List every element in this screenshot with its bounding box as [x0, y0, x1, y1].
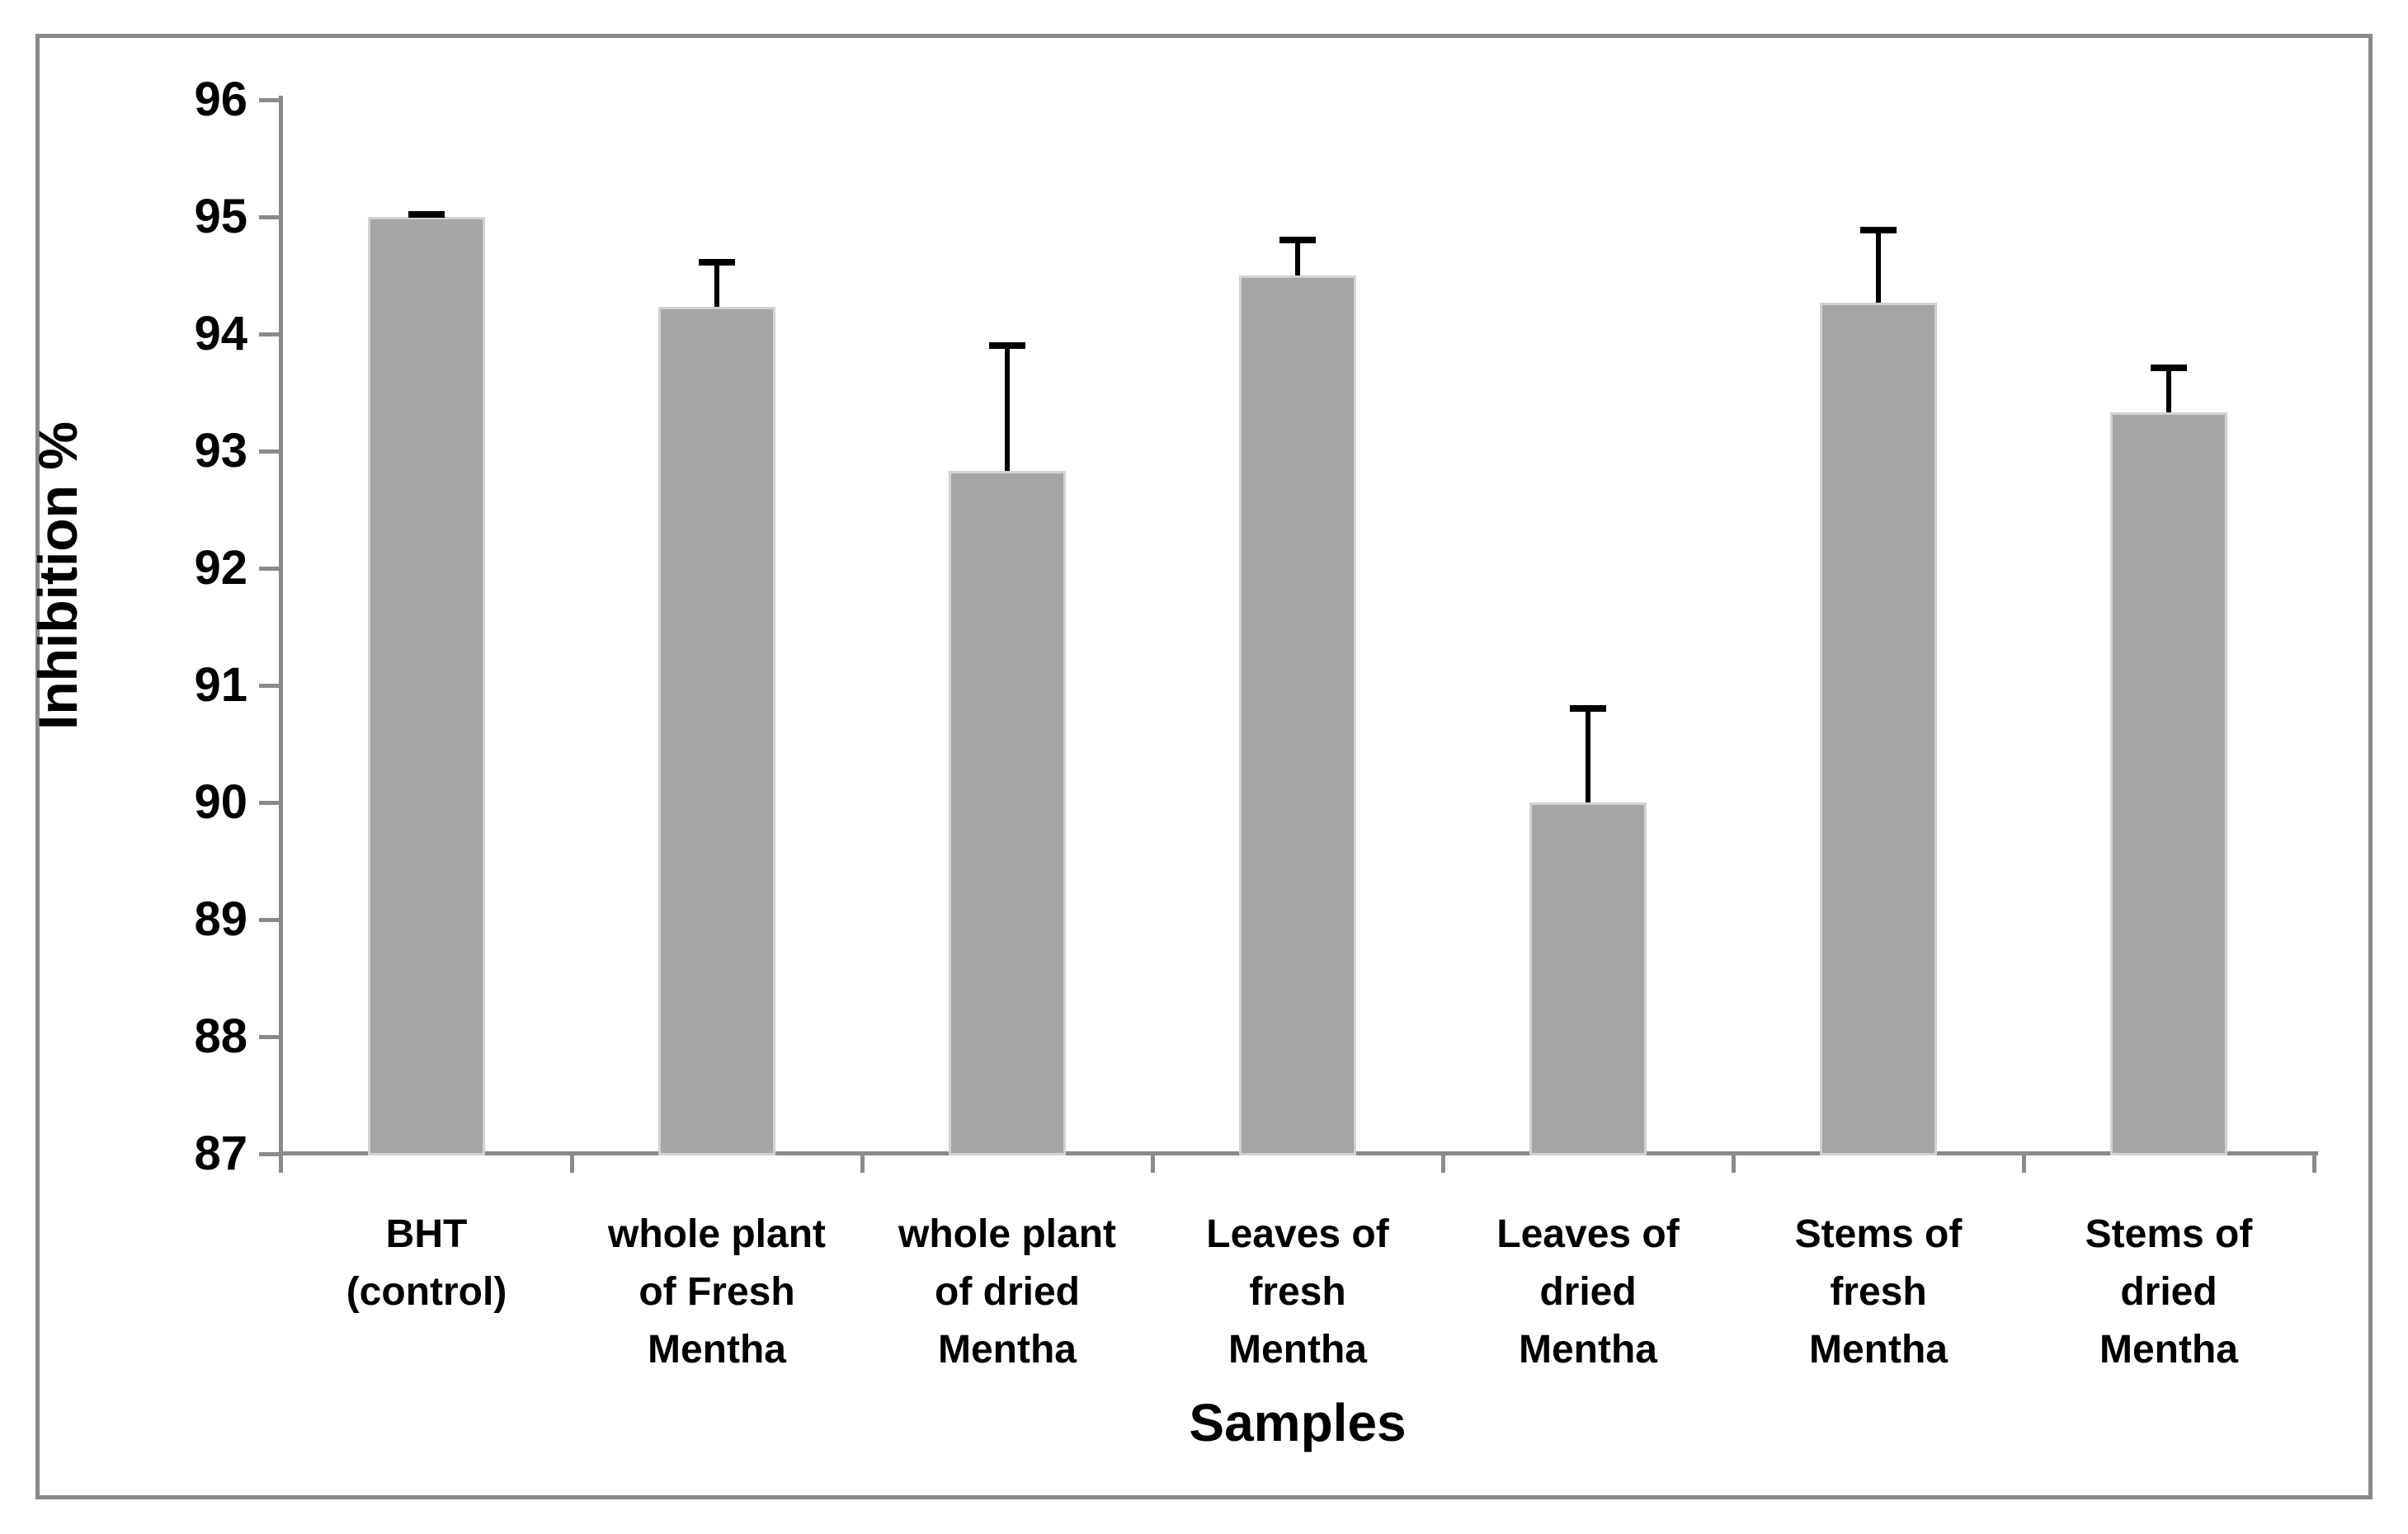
- x-axis-tick: [570, 1154, 574, 1173]
- error-bar-cap: [989, 342, 1025, 350]
- y-tick-label: 96: [194, 73, 247, 126]
- x-tick-label: Leaves of dried Mentha: [1496, 1212, 1680, 1372]
- error-bar-cap: [408, 211, 445, 219]
- error-bar-line: [2166, 368, 2171, 413]
- x-tick-label: BHT (control): [346, 1212, 507, 1314]
- x-tick-label: Stems of fresh Mentha: [1794, 1212, 1963, 1372]
- y-tick-label: 90: [194, 775, 247, 829]
- x-axis-tick: [1151, 1154, 1155, 1173]
- error-bar-cap: [699, 259, 735, 266]
- y-axis-tick: [259, 801, 281, 805]
- y-tick-label: 87: [194, 1127, 247, 1180]
- y-axis-tick: [259, 98, 281, 102]
- y-axis-line: [279, 96, 283, 1172]
- y-axis-tick: [259, 1152, 281, 1156]
- bar: [1529, 802, 1647, 1155]
- y-axis-tick: [259, 449, 281, 454]
- y-tick-label: 88: [194, 1009, 247, 1063]
- error-bar-cap: [1279, 237, 1316, 244]
- x-tick-label: whole plant of Fresh Mentha: [608, 1212, 826, 1372]
- error-bar-line: [714, 262, 719, 308]
- x-axis-tick: [860, 1154, 865, 1173]
- y-axis-tick: [259, 918, 281, 922]
- bar: [1239, 275, 1356, 1155]
- y-axis-tick: [259, 1035, 281, 1039]
- error-bar-line: [1005, 346, 1010, 472]
- figure-border: [35, 34, 2373, 1499]
- x-tick-label: Stems of dried Mentha: [2085, 1212, 2253, 1372]
- y-axis-tick: [259, 567, 281, 571]
- error-bar-line: [1586, 708, 1590, 802]
- bar: [368, 217, 485, 1155]
- x-axis-tick: [279, 1154, 283, 1173]
- y-tick-label: 92: [194, 541, 247, 595]
- y-tick-label: 91: [194, 658, 247, 712]
- error-bar-line: [1295, 240, 1300, 275]
- error-bar-cap: [2151, 365, 2187, 372]
- x-tick-label: Leaves of fresh Mentha: [1206, 1212, 1389, 1372]
- bar: [658, 307, 775, 1155]
- error-bar-cap: [1570, 705, 1606, 713]
- y-tick-label: 94: [194, 307, 247, 360]
- x-axis-tick: [2022, 1154, 2026, 1173]
- y-axis-tick: [259, 684, 281, 688]
- y-axis-title: Inhibition %: [27, 421, 88, 730]
- error-bar-line: [1876, 229, 1881, 303]
- bar: [1820, 302, 1937, 1155]
- y-tick-label: 95: [194, 190, 247, 243]
- x-axis-tick: [1732, 1154, 1736, 1173]
- x-tick-label: whole plant of dried Mentha: [898, 1212, 1116, 1372]
- y-axis-tick: [259, 332, 281, 336]
- y-axis-tick: [259, 215, 281, 219]
- y-tick-label: 93: [194, 424, 247, 478]
- bar: [949, 471, 1066, 1155]
- x-axis-tick: [2312, 1154, 2316, 1173]
- x-axis-title: Samples: [1189, 1393, 1407, 1452]
- bar: [2110, 412, 2227, 1155]
- y-tick-label: 89: [194, 892, 247, 946]
- error-bar-cap: [1860, 226, 1897, 233]
- x-axis-tick: [1441, 1154, 1445, 1173]
